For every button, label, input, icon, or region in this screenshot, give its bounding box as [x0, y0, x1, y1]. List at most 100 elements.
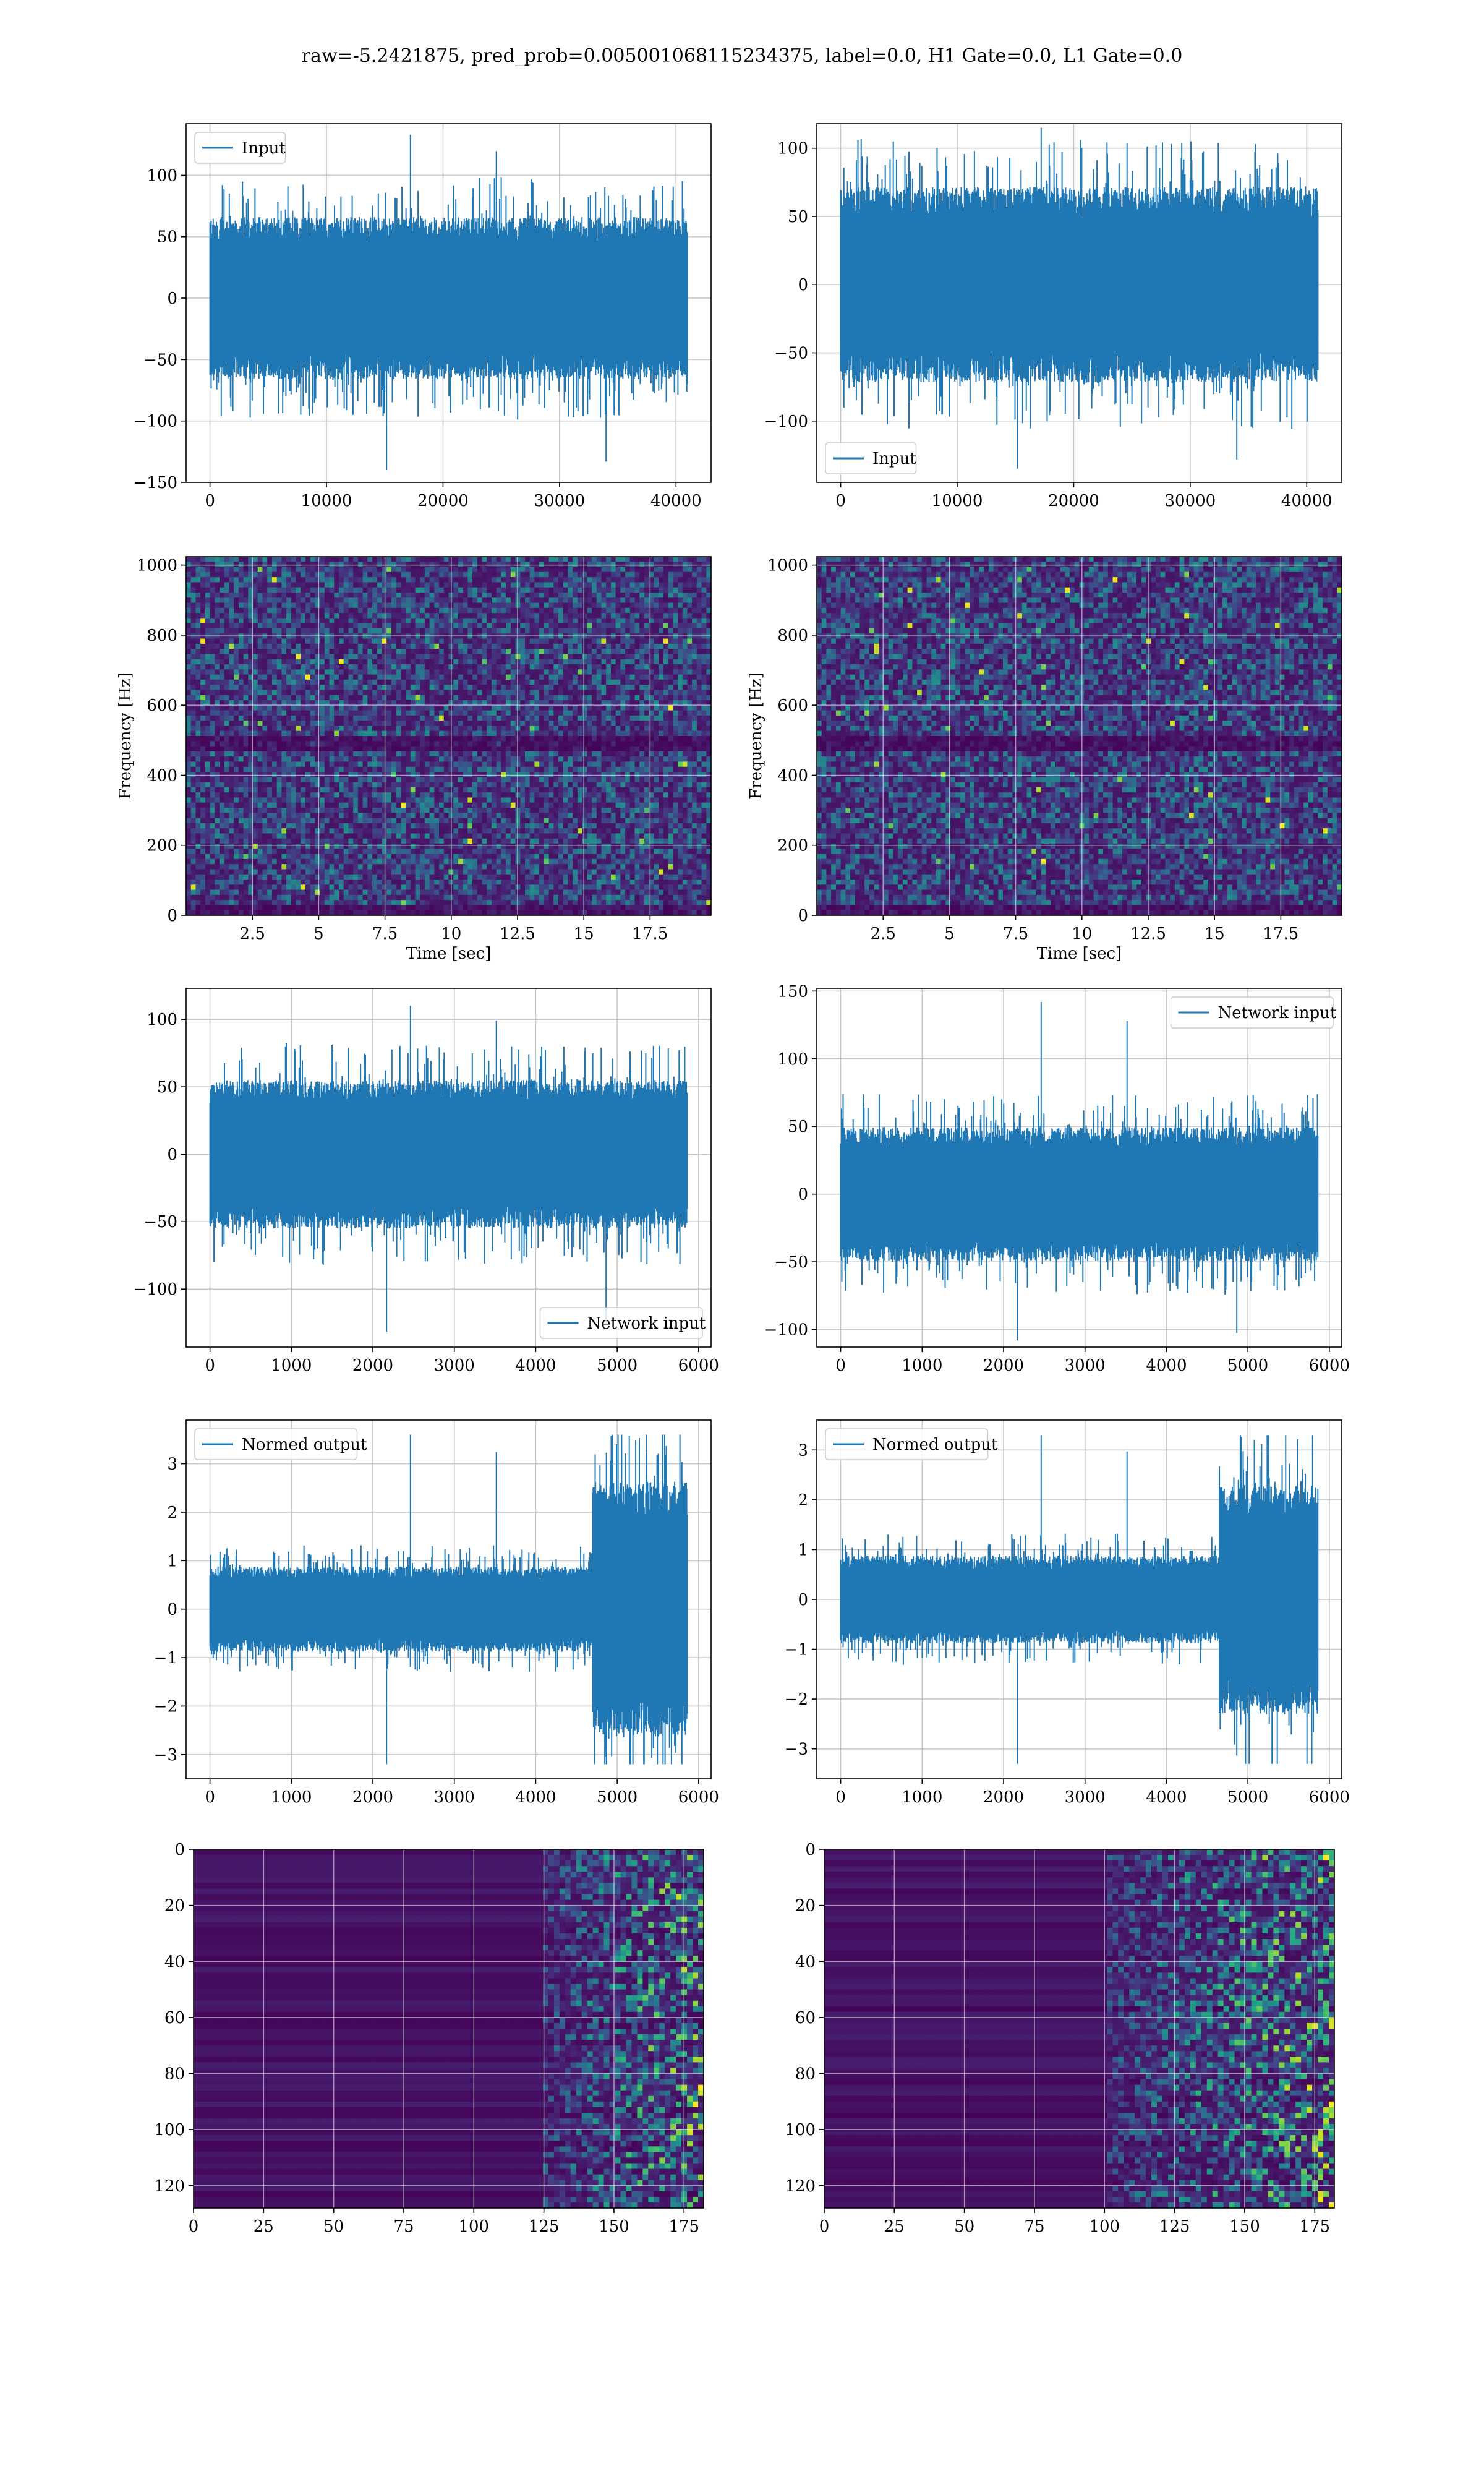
heatmap-cell [267, 766, 273, 773]
heatmap-cell [663, 659, 669, 665]
heatmap-cell [391, 751, 397, 757]
heatmap-cell [477, 746, 483, 752]
heatmap-cell [659, 710, 664, 716]
heatmap-cell [510, 777, 516, 783]
heatmap-cell [539, 623, 545, 629]
heatmap-cell [472, 633, 478, 640]
heatmap-cell [439, 715, 445, 721]
heatmap-cell [520, 726, 526, 732]
heatmap-cell [215, 593, 220, 598]
heatmap-cell [348, 679, 354, 685]
heatmap-cell [329, 705, 335, 711]
heatmap-cell [248, 649, 254, 655]
heatmap-cell [601, 628, 607, 634]
heatmap-cell [353, 721, 359, 727]
heatmap-cell [443, 700, 450, 706]
heatmap-cell [553, 607, 559, 614]
heatmap-cell [443, 654, 450, 660]
heatmap-cell [539, 557, 545, 562]
heatmap-cell [257, 618, 263, 624]
heatmap-cell [482, 638, 487, 644]
heatmap-cell [324, 679, 330, 685]
heatmap-cell [215, 726, 220, 732]
heatmap-cell [472, 602, 478, 609]
heatmap-cell [644, 710, 650, 716]
heatmap-cell [238, 756, 244, 763]
heatmap-cell [477, 705, 483, 711]
heatmap-cell [639, 577, 645, 583]
heatmap-cell [382, 782, 387, 788]
heatmap-cell [386, 721, 392, 727]
heatmap-cell [353, 715, 359, 721]
heatmap-cell [382, 567, 387, 573]
heatmap-cell [491, 782, 497, 788]
heatmap-cell [382, 705, 387, 711]
heatmap-cell [453, 736, 459, 742]
heatmap-cell [362, 782, 368, 788]
heatmap-cell [634, 593, 640, 598]
heatmap-cell [677, 623, 683, 629]
heatmap-cell [315, 730, 320, 737]
heatmap-cell [506, 567, 511, 573]
heatmap-cell [367, 623, 373, 629]
heatmap-cell [434, 582, 440, 588]
heatmap-cell [534, 618, 540, 624]
heatmap-cell [625, 730, 631, 737]
heatmap-cell [420, 685, 425, 691]
heatmap-cell [238, 710, 244, 716]
heatmap-cell [706, 674, 711, 680]
heatmap-cell [544, 695, 550, 701]
heatmap-cell [496, 695, 501, 701]
heatmap-cell [224, 715, 230, 721]
heatmap-cell [372, 685, 378, 691]
heatmap-cell [563, 705, 569, 711]
heatmap-cell [348, 772, 354, 777]
heatmap-cell [482, 710, 487, 716]
chart-panel-row1-left: 0 10000 20000 30000 40000−150−100−50050100In… [134, 123, 712, 510]
heatmap-cell [682, 746, 688, 752]
heatmap-cell [573, 695, 578, 701]
heatmap-cell [682, 557, 688, 562]
heatmap-cell [663, 756, 669, 763]
heatmap-cell [276, 730, 282, 737]
heatmap-cell [701, 557, 707, 562]
heatmap-cell [415, 597, 420, 604]
heatmap-cell [348, 669, 354, 675]
heatmap-cell [353, 766, 359, 773]
heatmap-cell [477, 710, 483, 716]
heatmap-cell [296, 577, 301, 583]
heatmap-cell [401, 613, 406, 619]
heatmap-cell [229, 654, 234, 660]
heatmap-cell [601, 736, 607, 742]
heatmap-cell [315, 654, 320, 660]
heatmap-cell [568, 766, 573, 773]
heatmap-cell [401, 571, 406, 578]
heatmap-cell [563, 766, 569, 773]
heatmap-cell [248, 756, 254, 763]
heatmap-cell [477, 715, 483, 721]
heatmap-cell [701, 562, 707, 568]
heatmap-cell [357, 628, 364, 634]
heatmap-cell [215, 766, 220, 773]
heatmap-cell [329, 756, 335, 763]
heatmap-cell [367, 587, 373, 593]
heatmap-cell [553, 593, 559, 598]
heatmap-cell [248, 700, 254, 706]
heatmap-cell [276, 772, 282, 777]
heatmap-cell [582, 726, 587, 732]
heatmap-cell [506, 571, 511, 578]
heatmap-cell [291, 557, 297, 562]
heatmap-cell [587, 715, 592, 721]
heatmap-cell [186, 628, 192, 634]
heatmap-cell [281, 638, 287, 644]
heatmap-cell [501, 638, 506, 644]
heatmap-cell [706, 643, 711, 649]
heatmap-cell [649, 649, 654, 655]
heatmap-cell [391, 562, 397, 568]
heatmap-cell [262, 679, 268, 685]
heatmap-cell [687, 664, 693, 670]
heatmap-cell [472, 730, 478, 737]
heatmap-cell [472, 577, 478, 583]
heatmap-cell [334, 690, 339, 696]
heatmap-cell [539, 721, 545, 727]
